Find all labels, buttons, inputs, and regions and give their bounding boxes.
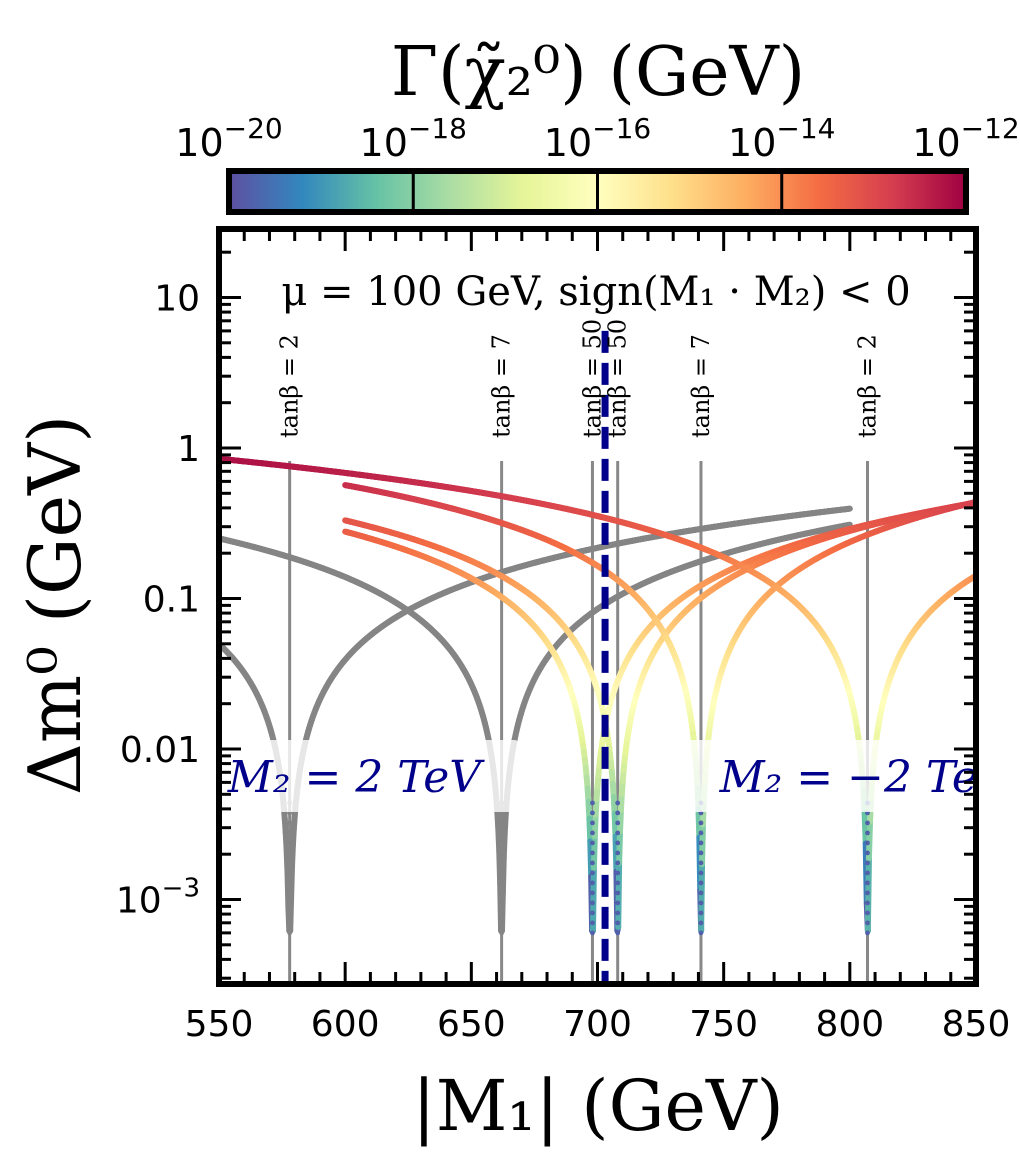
y-tick-label: 0.01 — [120, 730, 200, 771]
tanbeta-label: tanβ = 50 — [578, 319, 606, 438]
colorbar-title: Γ(χ̃₂⁰) (GeV) — [391, 33, 805, 112]
x-axis-label: |M₁| (GeV) — [412, 1065, 784, 1147]
colorbar-tick-label: 10−14 — [728, 112, 835, 165]
series-curve — [219, 521, 853, 936]
colorbar-tick-label: 10−16 — [544, 112, 651, 165]
label-backdrop — [668, 740, 976, 812]
x-tick-label: 800 — [815, 1004, 884, 1045]
series-curve — [219, 505, 853, 936]
group-label: M₂ = −2 TeV — [719, 752, 1014, 803]
x-tick-label: 700 — [563, 1004, 632, 1045]
colorbar-tick-label: 10−20 — [175, 112, 282, 165]
x-tick-label: 750 — [689, 1004, 758, 1045]
series-curve — [342, 482, 976, 936]
colorbar-tick-label: 10−18 — [360, 112, 467, 165]
x-tick-label: 550 — [185, 1004, 254, 1045]
x-tick-label: 650 — [437, 1004, 506, 1045]
tanbeta-label: tanβ = 7 — [488, 334, 516, 438]
x-tick-label: 600 — [311, 1004, 380, 1045]
y-tick-label: 10 — [154, 279, 200, 320]
group-label: M₂ = 2 TeV — [227, 752, 485, 803]
label-backdrop — [226, 740, 522, 812]
y-tick-label: 10−3 — [116, 874, 200, 922]
tanbeta-label: tanβ = 50 — [604, 319, 632, 438]
parameter-annotation: μ = 100 GeV, sign(M₁ · M₂) < 0 — [281, 269, 910, 315]
tanbeta-label: tanβ = 2 — [853, 334, 881, 438]
tanbeta-label: tanβ = 2 — [276, 334, 304, 438]
y-tick-label: 1 — [177, 429, 200, 470]
colorbar-tick-label: 10−12 — [912, 112, 1019, 165]
x-tick-label: 850 — [942, 1004, 1011, 1045]
plot-frame — [216, 226, 979, 987]
y-axis-label: Δm⁰ (GeV) — [13, 415, 97, 795]
series-curve — [219, 455, 976, 936]
y-tick-label: 0.1 — [143, 580, 200, 621]
tanbeta-label: tanβ = 7 — [687, 334, 715, 438]
